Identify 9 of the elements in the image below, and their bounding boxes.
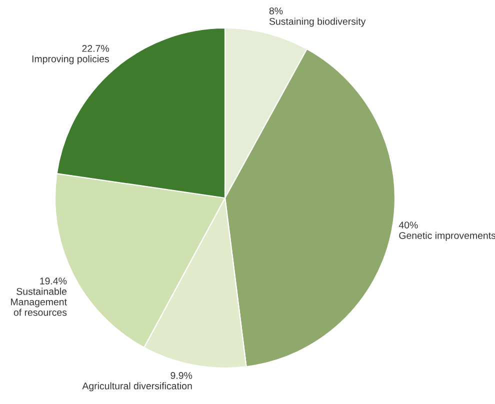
slice-label: Agricultural diversification <box>82 382 192 392</box>
slice-label: Sustaining biodiversity <box>269 18 366 27</box>
slice-label: Improving policies <box>32 55 109 64</box>
slice-label: Sustainable Management of resources <box>11 288 67 316</box>
data-label: 19.4% <box>40 278 67 284</box>
data-label: 9.9% <box>170 372 192 379</box>
data-label: 8% <box>269 7 283 14</box>
data-label: 40% <box>398 222 418 229</box>
data-label: 22.7% <box>82 45 109 52</box>
